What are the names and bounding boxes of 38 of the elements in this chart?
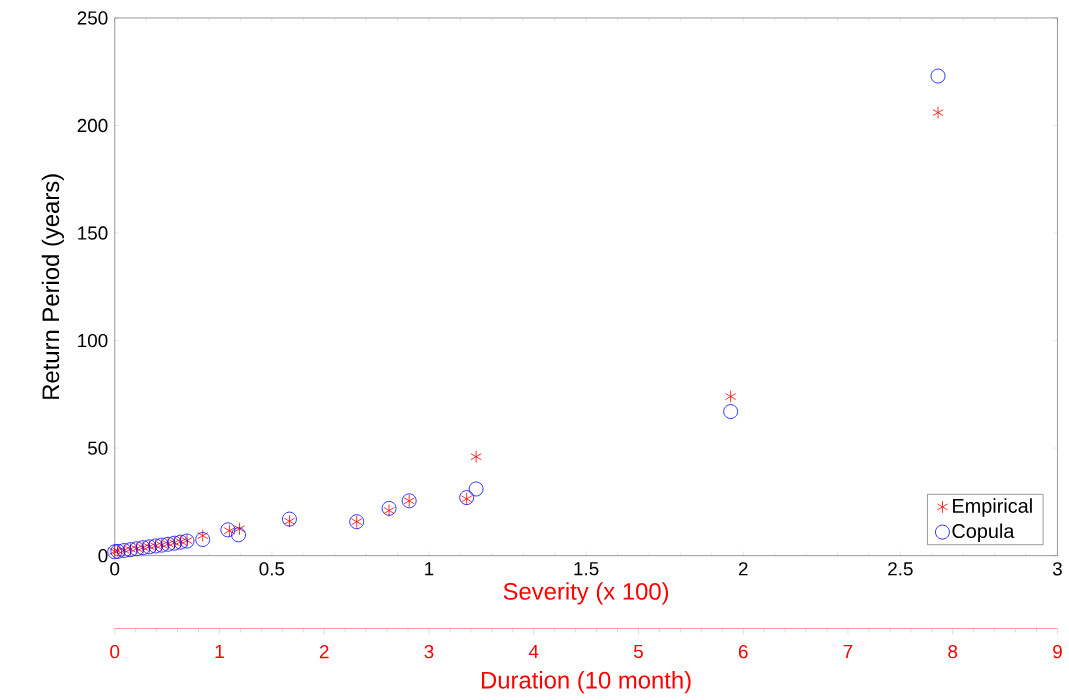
point: [470, 450, 482, 463]
x-tick-label: 0.5: [259, 562, 285, 576]
x2-tick-label: 7: [843, 644, 853, 658]
y-tick-label: 200: [77, 118, 108, 133]
x-tick-label: 3: [1052, 562, 1062, 576]
x-tick-label: 1: [425, 562, 434, 575]
x2-tick-label: 6: [738, 644, 748, 659]
legend-label: Empirical: [953, 498, 1032, 517]
y-tick-label: 250: [77, 11, 108, 25]
point: [233, 522, 246, 535]
x-tick-label: 1.5: [574, 562, 599, 576]
x2-tick-label: 3: [424, 644, 434, 659]
point: [231, 527, 246, 543]
y-axis-title: Return Period (years): [41, 174, 64, 399]
x2-axis-title: Duration (10 month): [481, 670, 691, 694]
x2-tick-label: 8: [948, 644, 958, 659]
point: [197, 529, 209, 542]
x2-tick-label: 2: [319, 644, 329, 658]
y-tick-label: 50: [87, 441, 108, 455]
point: [725, 389, 737, 403]
point: [930, 68, 946, 84]
legend-label: Copula: [952, 523, 1015, 542]
x2-tick-label: 0: [110, 644, 120, 659]
y-tick-label: 100: [78, 333, 108, 348]
x-axis-title: Severity (x 100): [503, 582, 669, 605]
x2-tick-label: 5: [633, 644, 643, 658]
x-tick-label: 2: [738, 562, 748, 576]
point: [723, 404, 739, 419]
point: [932, 106, 944, 119]
y-tick-label: 0: [98, 548, 108, 563]
x2-tick-label: 9: [1053, 644, 1062, 659]
x-tick-label: 2.5: [888, 562, 913, 576]
x2-tick-label: 4: [528, 644, 539, 658]
point: [195, 531, 211, 547]
x-tick-label: 0: [110, 562, 120, 576]
x2-tick-label: 1: [215, 644, 224, 658]
y-tick-label: 150: [78, 226, 108, 240]
point: [468, 481, 484, 497]
